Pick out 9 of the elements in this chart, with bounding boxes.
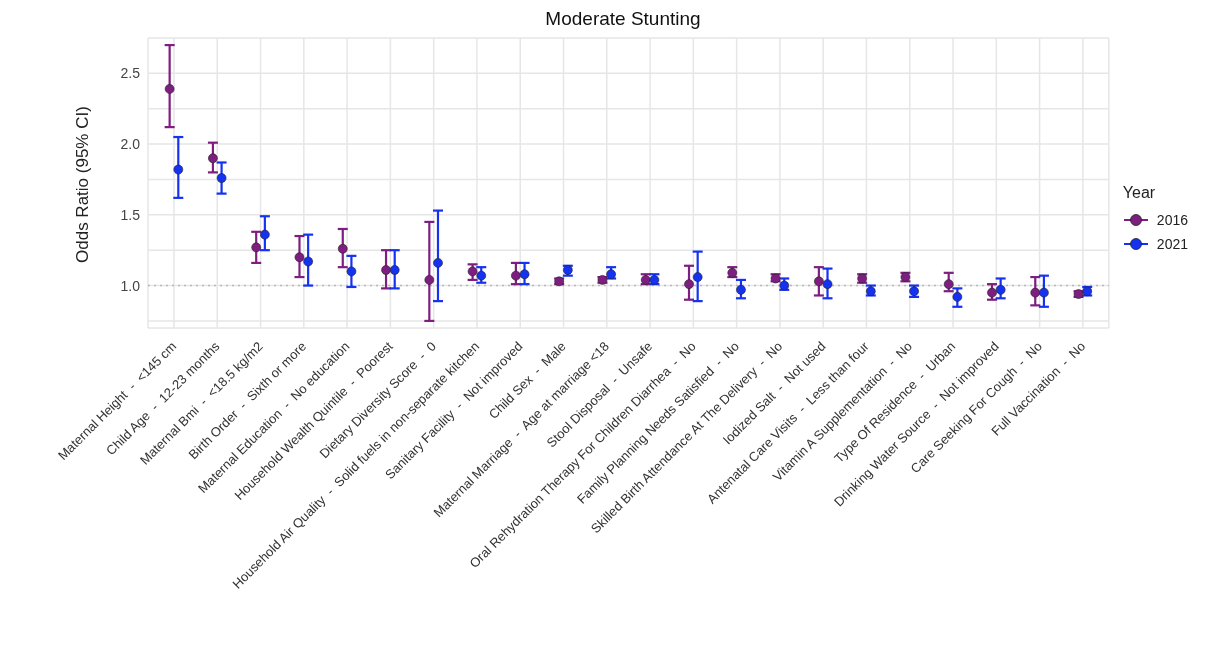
chart-title: Moderate Stunting [544, 8, 702, 31]
y-tick-label: 2.5 [120, 65, 141, 82]
legend-label: 2021 [1156, 236, 1188, 252]
y-axis-title: Odds Ratio (95% CI) [73, 106, 93, 263]
y-tick-label: 1.0 [120, 277, 141, 294]
legend-label: 2016 [1156, 212, 1188, 228]
y-tick-label: 1.5 [120, 206, 141, 223]
y-tick-label: 2.0 [120, 136, 141, 153]
legend-title: Year [1122, 184, 1157, 202]
